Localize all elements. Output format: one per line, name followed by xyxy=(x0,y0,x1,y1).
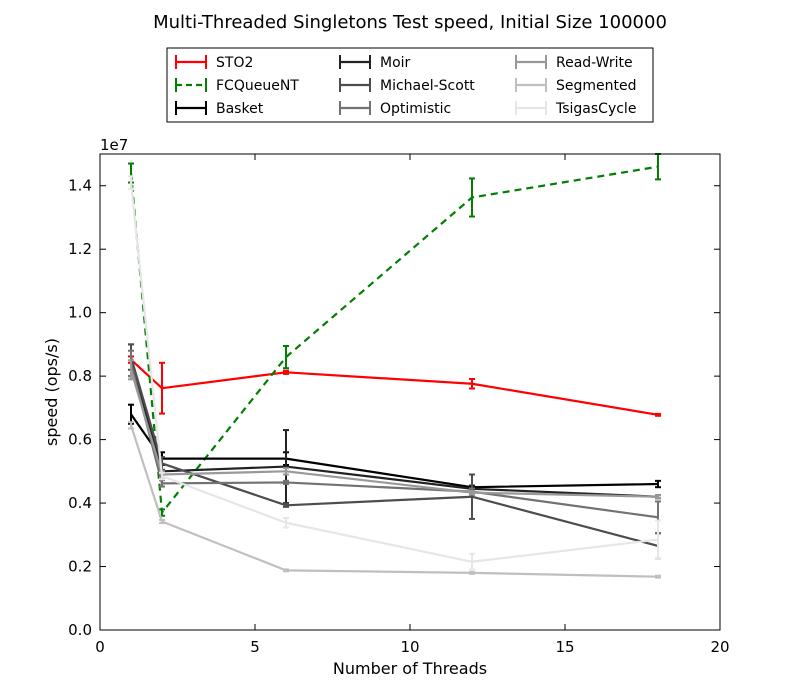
legend-item-segmented: Segmented xyxy=(515,78,637,94)
error-bar xyxy=(469,473,475,520)
legend-item-tsigascycle: TsigasCycle xyxy=(515,101,636,117)
y-axis-scale-label: 1e7 xyxy=(100,136,128,154)
x-tick-label: 20 xyxy=(710,638,729,656)
error-bar xyxy=(469,377,475,390)
legend-label: Basket xyxy=(216,101,264,117)
legend-item-michael-scott: Michael-Scott xyxy=(339,78,475,94)
error-bar xyxy=(159,361,165,415)
series-tsigascycle xyxy=(128,175,661,571)
error-bar xyxy=(283,467,289,476)
x-tick-label: 5 xyxy=(250,638,260,656)
error-bar xyxy=(128,421,134,430)
error-bar xyxy=(283,502,289,508)
error-bar xyxy=(655,479,661,489)
error-bar xyxy=(655,494,661,500)
plot-area xyxy=(100,154,720,630)
error-bar xyxy=(655,412,661,417)
legend-label: FCQueueNT xyxy=(216,78,299,94)
y-tick-label: 0.2 xyxy=(68,558,92,576)
error-bar xyxy=(283,344,289,370)
x-axis: 0 5 10 15 20 xyxy=(95,154,730,656)
series-segmented xyxy=(128,421,661,579)
legend-label: Moir xyxy=(380,55,411,71)
error-bar xyxy=(469,177,475,218)
y-axis-label: speed (ops/s) xyxy=(42,338,61,446)
legend-item-fcqueuent: FCQueueNT xyxy=(175,78,299,94)
x-axis-label: Number of Threads xyxy=(333,659,487,678)
y-tick-label: 0.8 xyxy=(68,367,92,385)
legend-label: Optimistic xyxy=(380,101,451,117)
y-tick-label: 0.0 xyxy=(68,621,92,639)
legend-label: TsigasCycle xyxy=(555,101,636,117)
x-tick-label: 0 xyxy=(95,638,105,656)
legend: STO2 FCQueueNT Basket Moir Michael-Scott Opti… xyxy=(166,47,654,123)
chart-title: Multi-Threaded Singletons Test speed, In… xyxy=(153,12,667,33)
error-bar xyxy=(469,570,475,575)
error-bar xyxy=(283,516,289,529)
legend-item-read-write: Read-Write xyxy=(515,55,633,71)
legend-item-sto2: STO2 xyxy=(175,55,253,71)
y-tick-label: 1.4 xyxy=(68,177,92,195)
error-bar xyxy=(159,471,165,481)
x-tick-label: 15 xyxy=(555,638,574,656)
series-fcqueuent xyxy=(128,153,661,517)
error-bar xyxy=(128,175,134,190)
error-bar xyxy=(469,490,475,496)
legend-item-basket: Basket xyxy=(175,101,264,117)
error-bar xyxy=(655,519,661,560)
error-bar xyxy=(469,552,475,571)
legend-item-optimistic: Optimistic xyxy=(339,101,451,117)
x-tick-label: 10 xyxy=(400,638,419,656)
legend-label: STO2 xyxy=(216,55,253,71)
series-layer xyxy=(128,153,661,579)
legend-label: Segmented xyxy=(556,78,637,94)
y-tick-label: 0.6 xyxy=(68,431,92,449)
y-tick-label: 1.0 xyxy=(68,304,92,322)
error-bar xyxy=(283,369,289,375)
y-tick-label: 0.4 xyxy=(68,494,92,512)
legend-label: Michael-Scott xyxy=(380,78,475,94)
error-bar xyxy=(283,568,289,573)
y-axis: 0.0 0.2 0.4 0.6 0.8 1.0 1.2 1.4 xyxy=(68,177,720,639)
error-bar xyxy=(159,518,165,525)
legend-label: Read-Write xyxy=(556,55,633,71)
error-bar xyxy=(283,479,289,486)
error-bar xyxy=(655,574,661,579)
y-tick-label: 1.2 xyxy=(68,240,92,258)
legend-item-moir: Moir xyxy=(339,55,411,71)
error-bar xyxy=(128,359,134,381)
legend-box xyxy=(166,47,654,123)
